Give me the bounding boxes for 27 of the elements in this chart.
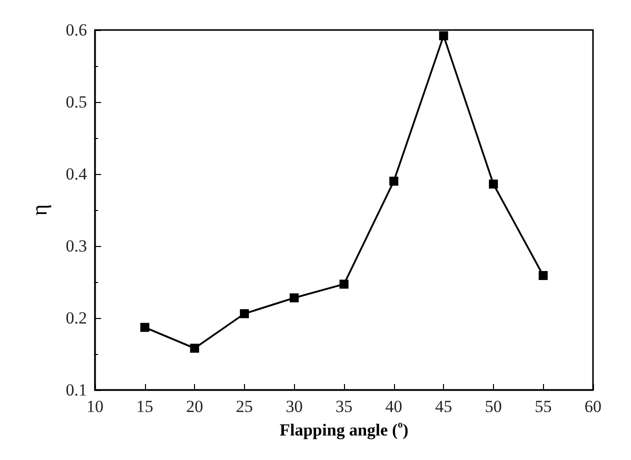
y-tick-label: 0.4 xyxy=(66,164,88,184)
point xyxy=(240,309,249,318)
point xyxy=(488,180,498,189)
x-tick-label: 10 xyxy=(86,397,104,416)
y-tick-label: 0.3 xyxy=(66,236,87,256)
x-tick-label: 25 xyxy=(236,397,253,416)
point xyxy=(340,280,348,289)
x-tick-label: 20 xyxy=(186,397,204,416)
x-tick-label: 30 xyxy=(286,397,303,416)
point xyxy=(389,176,398,186)
point xyxy=(290,293,299,302)
x-tick-label: 45 xyxy=(435,397,452,416)
y-tick-label: 0.6 xyxy=(66,20,87,40)
y-axis-title: η xyxy=(26,204,52,216)
x-tick-label: 15 xyxy=(136,397,154,416)
point xyxy=(190,344,200,353)
x-tick-label: 50 xyxy=(484,397,502,416)
y-tick-label: 0.5 xyxy=(66,92,87,112)
point xyxy=(538,271,548,280)
x-tick-label: 40 xyxy=(385,397,402,416)
y-tick-label: 0.1 xyxy=(66,380,87,400)
x-tick-label: 35 xyxy=(336,397,352,416)
point xyxy=(439,31,448,40)
x-tick-label: 60 xyxy=(584,397,602,416)
x-tick-label: 55 xyxy=(534,397,552,416)
y-tick-label: 0.2 xyxy=(66,308,87,328)
point xyxy=(140,322,150,332)
